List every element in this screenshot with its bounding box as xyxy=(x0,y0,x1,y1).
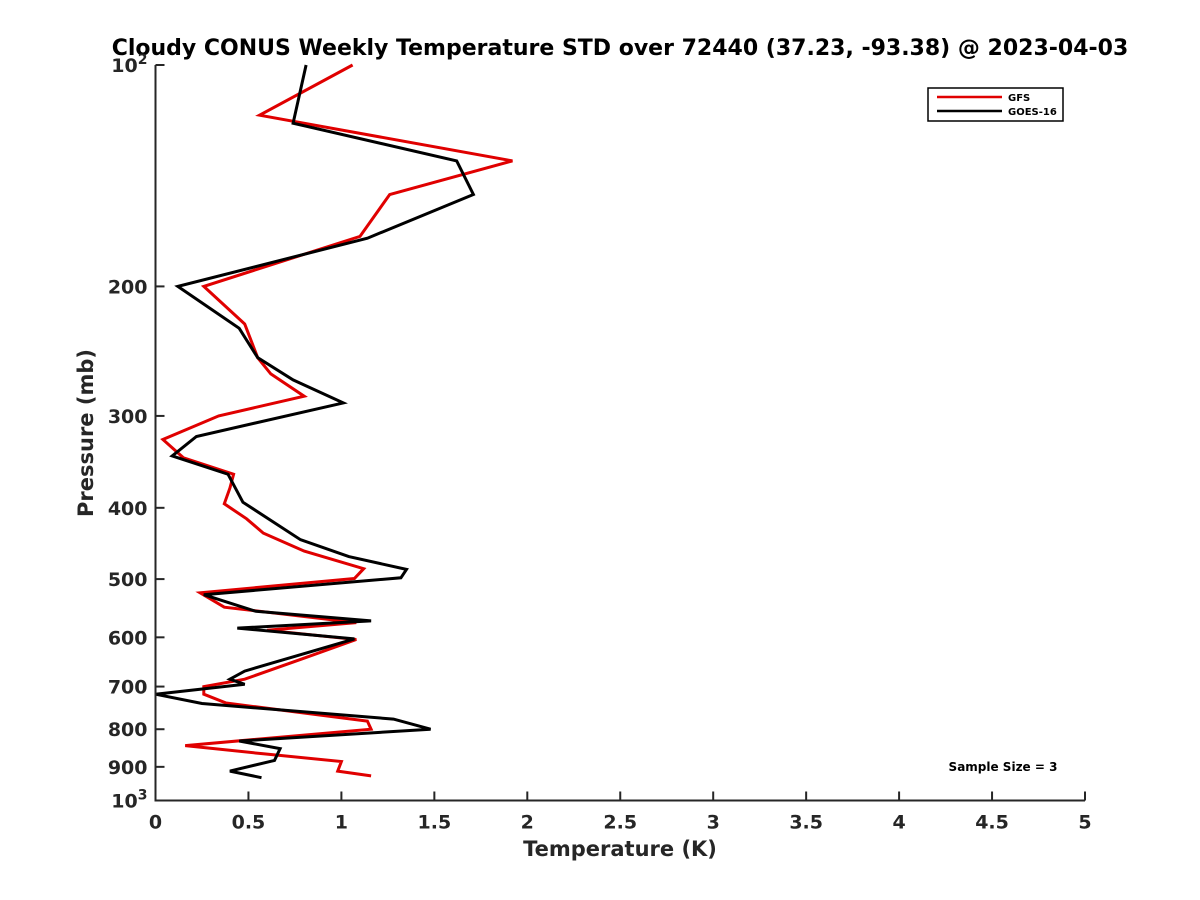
y-tick-label: 103 xyxy=(111,788,147,813)
y-tick-label: 200 xyxy=(108,276,148,298)
plot-area: 0 0.5 1 1.5 2 2.5 3 3.5 4 4.5 5 102 200 300 400 500 600… xyxy=(108,52,1092,834)
y-tick-label: 500 xyxy=(108,569,148,591)
y-tick-label: 300 xyxy=(108,406,148,428)
x-axis-label: Temperature (K) xyxy=(523,837,717,861)
y-tick-label: 800 xyxy=(108,719,148,741)
series-line-gfs xyxy=(160,63,513,778)
series-line-goes-16 xyxy=(155,64,476,780)
series-layer xyxy=(155,63,513,780)
x-tick-label: 2 xyxy=(521,812,534,834)
chart-title: Cloudy CONUS Weekly Temperature STD over… xyxy=(112,36,1129,61)
x-tick-label: 5 xyxy=(1078,812,1091,834)
x-axis-ticks: 0 0.5 1 1.5 2 2.5 3 3.5 4 4.5 5 xyxy=(149,791,1092,834)
x-tick-label: 1 xyxy=(335,812,348,834)
y-tick-label: 900 xyxy=(108,757,148,779)
x-tick-label: 0.5 xyxy=(232,812,266,834)
axis-lines xyxy=(154,65,1085,802)
x-tick-label: 0 xyxy=(149,812,162,834)
legend-label: GOES-16 xyxy=(1008,107,1057,118)
x-tick-label: 2.5 xyxy=(603,812,637,834)
legend-box xyxy=(927,87,1064,122)
sample-size-annotation: Sample Size = 3 xyxy=(949,760,1058,774)
x-tick-label: 1.5 xyxy=(418,812,452,834)
y-tick-label: 400 xyxy=(108,498,148,520)
legend-entries: GFS GOES-16 xyxy=(937,93,1057,118)
y-tick-label: 600 xyxy=(108,627,148,649)
y-tick-label: 700 xyxy=(108,677,148,699)
x-tick-label: 3.5 xyxy=(789,812,823,834)
y-axis-label: Pressure (mb) xyxy=(74,349,98,517)
x-tick-label: 4.5 xyxy=(975,812,1009,834)
legend-label: GFS xyxy=(1008,93,1030,104)
x-tick-label: 3 xyxy=(707,812,720,834)
y-tick-label: 102 xyxy=(111,52,147,77)
legend: GFS GOES-16 xyxy=(927,87,1064,122)
x-tick-label: 4 xyxy=(892,812,905,834)
y-axis-ticks: 102 200 300 400 500 600 700 800 900 103 xyxy=(108,52,165,813)
